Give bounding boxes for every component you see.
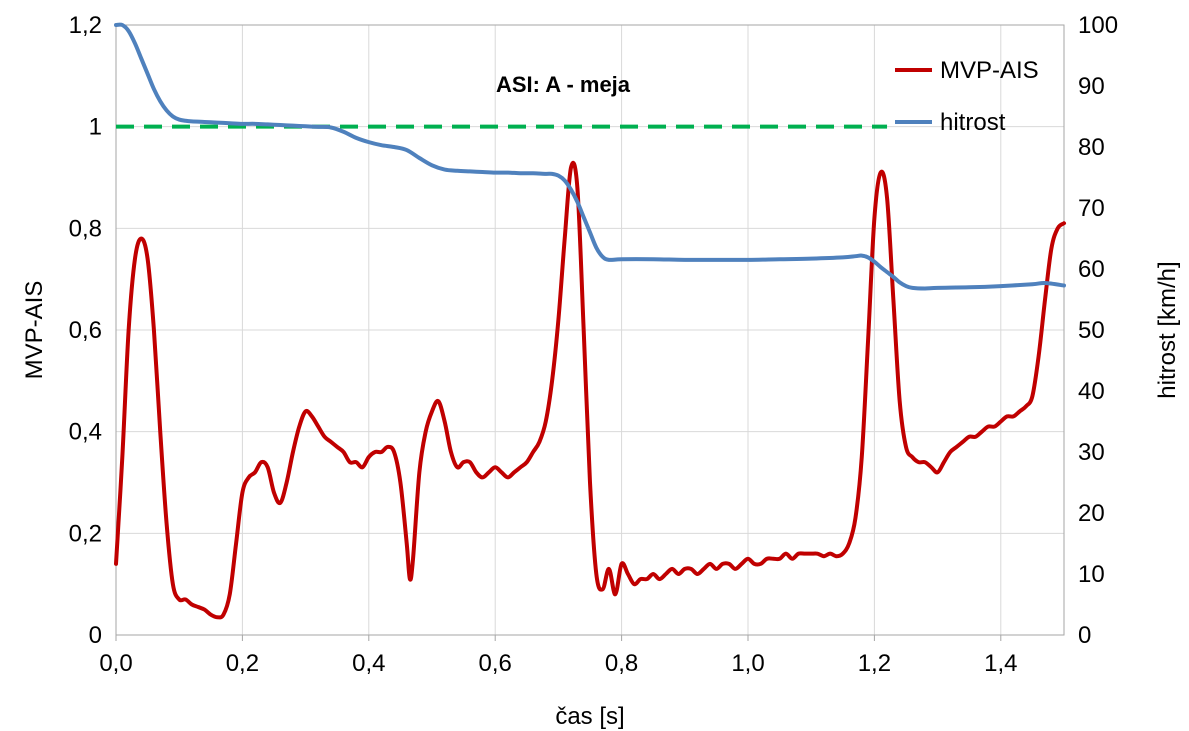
y-tick-label: 1,2 <box>69 12 102 39</box>
x-tick-label: 1,2 <box>858 650 891 677</box>
x-tick-label: 0,4 <box>352 650 385 677</box>
x-tick-label: 0,8 <box>605 650 638 677</box>
y-axis-title: MVP-AIS <box>21 281 48 380</box>
y-axis-ticks: 0 0,2 0,4 0,6 0,8 1 1,2 <box>69 12 102 649</box>
x-tick-label: 0,2 <box>226 650 259 677</box>
y-tick-label: 0 <box>89 622 102 649</box>
chart-title: ASI: A - meja <box>496 72 631 97</box>
y2-tick-label: 70 <box>1078 195 1105 222</box>
y2-tick-label: 100 <box>1078 12 1118 39</box>
y-tick-label: 0,2 <box>69 520 102 547</box>
y2-tick-label: 80 <box>1078 134 1105 161</box>
y2-axis-title: hitrost [km/h] <box>1154 261 1181 398</box>
legend: MVP-AIS hitrost <box>895 57 1039 136</box>
grid <box>115 24 1064 636</box>
y-tick-label: 0,8 <box>69 215 102 242</box>
y2-tick-label: 40 <box>1078 378 1105 405</box>
y2-tick-label: 0 <box>1078 622 1091 649</box>
y-tick-label: 1 <box>89 114 102 141</box>
y2-tick-label: 20 <box>1078 500 1105 527</box>
y2-tick-label: 90 <box>1078 73 1105 100</box>
series-line-hitrost <box>114 22 1066 291</box>
x-axis-title: čas [s] <box>555 703 624 730</box>
legend-label-mvp-ais: MVP-AIS <box>940 57 1039 84</box>
y2-tick-label: 60 <box>1078 256 1105 283</box>
x-tick-label: 0,0 <box>99 650 132 677</box>
y2-tick-label: 10 <box>1078 561 1105 588</box>
y2-tick-label: 50 <box>1078 317 1105 344</box>
legend-label-hitrost: hitrost <box>940 109 1006 136</box>
y-tick-label: 0,6 <box>69 317 102 344</box>
series-line-mvp-ais <box>114 160 1066 620</box>
series-layer <box>114 22 1066 620</box>
x-tick-label: 1,0 <box>731 650 764 677</box>
plot-frame <box>115 24 1065 636</box>
y-tick-label: 0,4 <box>69 419 102 446</box>
y2-axis-ticks: 0 10 20 30 40 50 60 70 80 90 100 <box>1078 12 1118 649</box>
y2-tick-label: 30 <box>1078 439 1105 466</box>
x-axis-ticks: 0,0 0,2 0,4 0,6 0,8 1,0 1,2 1,4 <box>99 635 1017 677</box>
x-tick-label: 0,6 <box>479 650 512 677</box>
x-tick-label: 1,4 <box>984 650 1017 677</box>
